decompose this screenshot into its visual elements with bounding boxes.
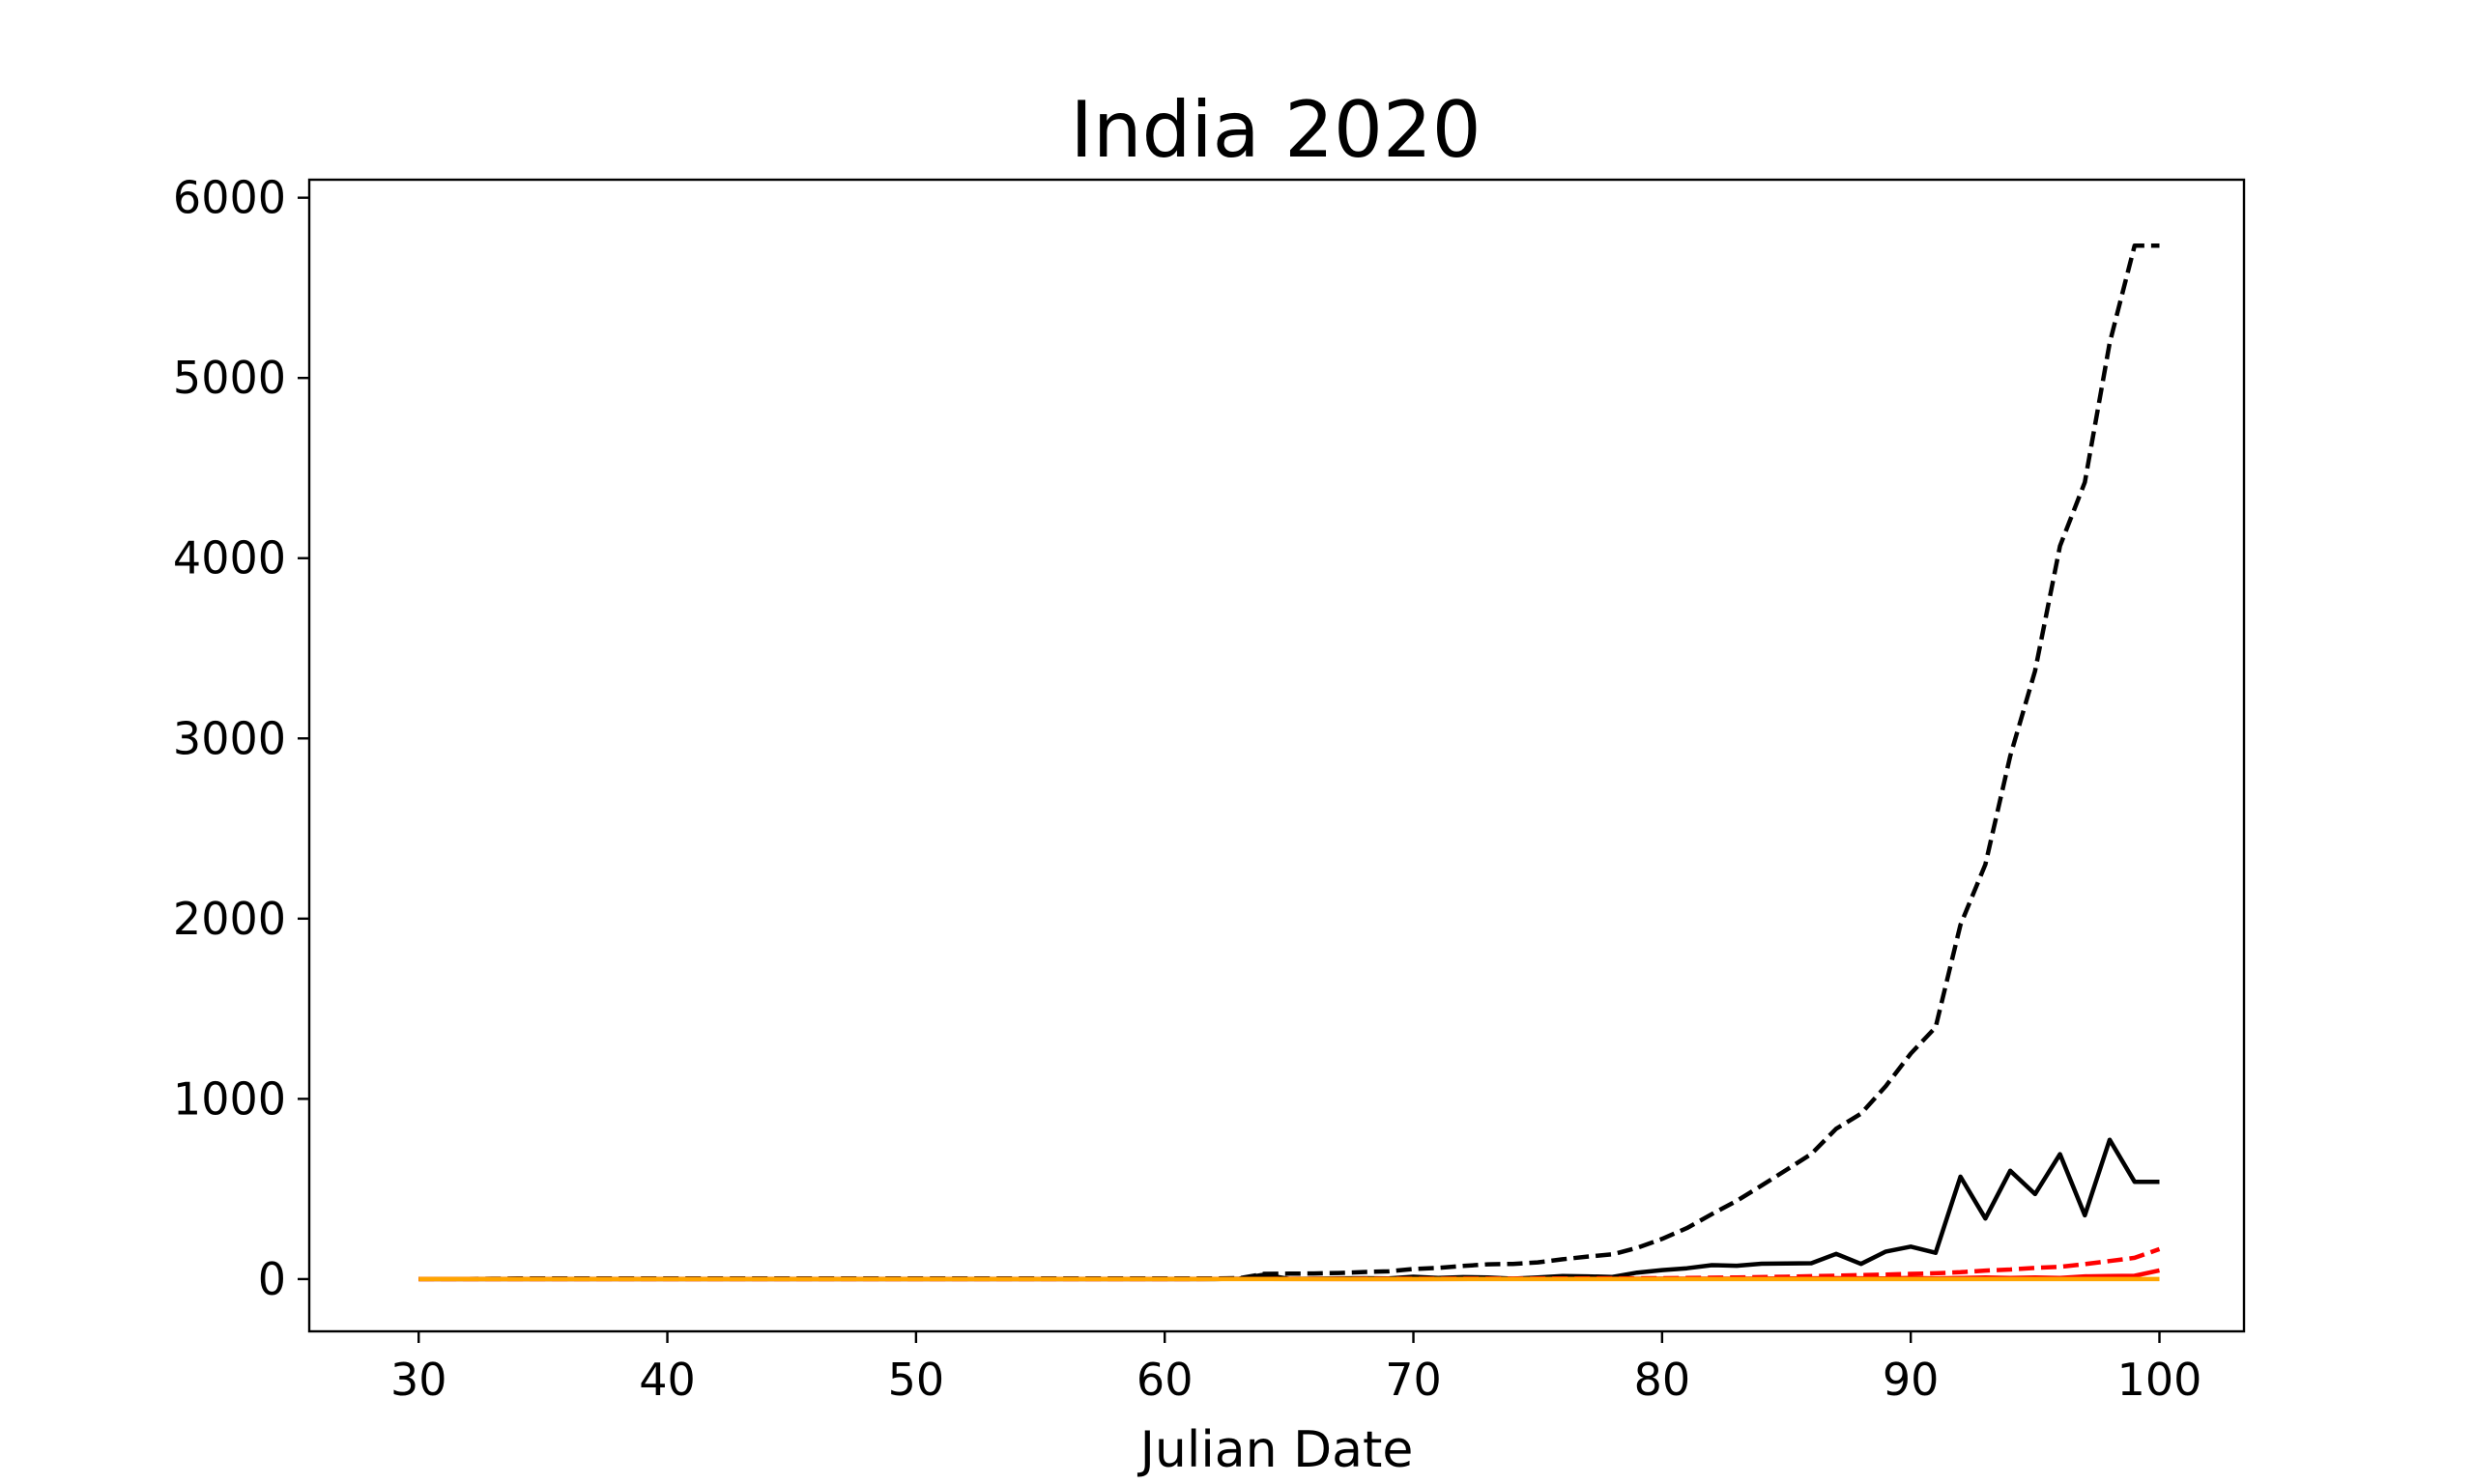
chart-title: India 2020: [1070, 85, 1481, 175]
x-tick-label-1: 40: [639, 1354, 696, 1406]
y-tick-label-3: 3000: [173, 712, 286, 764]
x-tick-label-3: 60: [1136, 1354, 1194, 1406]
x-tick-label-6: 90: [1883, 1354, 1940, 1406]
y-tick-label-2: 2000: [173, 893, 286, 945]
x-tick-label-5: 80: [1634, 1354, 1691, 1406]
x-tick-label-4: 70: [1385, 1354, 1442, 1406]
y-tick-label-1: 1000: [173, 1072, 286, 1125]
y-tick-label-4: 4000: [173, 532, 286, 585]
x-tick-label-2: 50: [888, 1354, 945, 1406]
plot-frame: [307, 178, 2246, 1333]
y-tick-label-0: 0: [258, 1253, 286, 1305]
x-axis: 30 40 50 60 70 80 90 100: [390, 1331, 2201, 1406]
series-layer: [418, 243, 2161, 1282]
y-tick-label-5: 5000: [173, 352, 286, 404]
x-axis-label: Julian Date: [1137, 1421, 1414, 1479]
x-tick-label-7: 100: [2117, 1354, 2202, 1406]
y-axis: 0 1000 2000 3000 4000 5000 6000: [173, 172, 309, 1305]
x-tick-label-0: 30: [390, 1354, 447, 1406]
y-tick-label-6: 6000: [173, 172, 286, 224]
